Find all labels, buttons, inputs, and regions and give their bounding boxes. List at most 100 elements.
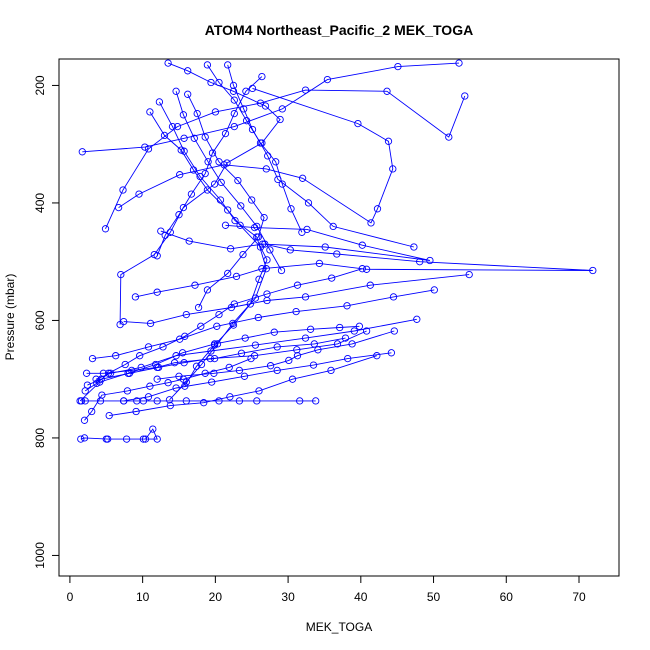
data-point	[119, 186, 127, 194]
data-point	[229, 87, 238, 95]
series-25	[153, 327, 398, 383]
data-point	[230, 96, 238, 104]
data-point	[194, 303, 203, 312]
data-point	[254, 233, 262, 241]
data-point	[203, 286, 212, 294]
series-1	[77, 425, 161, 443]
data-point	[190, 134, 198, 142]
data-point	[445, 133, 453, 141]
data-point	[358, 265, 366, 273]
series-18	[203, 61, 306, 236]
data-point	[465, 270, 473, 279]
data-point	[255, 275, 263, 283]
data-point	[236, 221, 244, 229]
data-point	[225, 363, 233, 372]
data-point	[263, 256, 271, 264]
data-point	[246, 300, 254, 308]
data-point	[389, 165, 397, 173]
series-line	[160, 224, 430, 261]
data-point	[160, 131, 169, 140]
series-line	[86, 337, 346, 374]
data-point	[226, 245, 235, 253]
data-point	[192, 362, 201, 370]
series-line	[80, 428, 158, 440]
x-tick-label: 30	[281, 590, 295, 604]
data-point	[333, 250, 341, 258]
data-point	[153, 435, 161, 443]
data-point	[153, 375, 161, 383]
data-point	[341, 334, 350, 342]
data-point	[122, 435, 131, 443]
data-point	[461, 92, 469, 100]
series-line	[149, 111, 268, 387]
data-point	[266, 362, 275, 370]
data-point	[296, 397, 304, 405]
data-point	[333, 340, 342, 348]
data-point	[175, 211, 183, 219]
data-point	[76, 397, 84, 405]
data-point	[266, 246, 274, 254]
data-point	[413, 315, 421, 323]
data-point	[166, 401, 174, 410]
data-point	[354, 119, 362, 128]
data-point	[155, 98, 164, 106]
data-point	[157, 227, 165, 235]
data-point	[254, 313, 262, 322]
series-line	[159, 101, 267, 401]
data-point	[164, 379, 172, 387]
data-point	[153, 397, 161, 405]
data-point	[226, 393, 234, 401]
series-23	[105, 352, 381, 420]
series-line	[123, 352, 392, 402]
data-point	[132, 407, 140, 416]
data-point	[208, 149, 217, 157]
data-point	[242, 87, 250, 95]
data-point	[293, 352, 302, 360]
data-point	[221, 221, 230, 229]
data-point	[139, 435, 148, 443]
series-line	[109, 355, 377, 417]
data-point	[200, 399, 208, 407]
data-point	[170, 359, 179, 367]
data-point	[367, 219, 375, 227]
series-line	[87, 330, 367, 386]
data-point	[168, 122, 177, 131]
data-point	[201, 133, 209, 141]
x-axis-label: MEK_TOGA	[306, 620, 372, 634]
data-point	[304, 199, 313, 207]
y-tick-label: 600	[33, 310, 47, 330]
y-tick-label: 200	[33, 75, 47, 95]
series-7	[120, 270, 473, 328]
series-16	[184, 90, 268, 312]
data-point	[184, 90, 192, 98]
data-point	[173, 122, 182, 131]
data-point	[77, 435, 85, 443]
data-point	[278, 105, 286, 113]
series-line	[227, 64, 415, 248]
data-point	[223, 159, 231, 167]
data-point	[128, 366, 136, 375]
series-line	[135, 243, 593, 298]
series-line	[123, 274, 470, 324]
series-line	[156, 76, 263, 256]
data-point	[201, 169, 209, 178]
data-point	[256, 139, 265, 147]
data-point	[285, 356, 293, 365]
data-point	[146, 319, 155, 328]
data-point	[348, 340, 356, 348]
data-point	[394, 62, 402, 71]
series-6	[88, 286, 438, 363]
data-point	[256, 243, 265, 251]
data-point	[272, 158, 280, 166]
data-point	[159, 343, 167, 351]
data-point	[328, 274, 336, 282]
data-point	[172, 384, 180, 392]
data-point	[98, 391, 106, 399]
data-point	[426, 256, 434, 265]
data-point	[213, 322, 221, 330]
data-point	[135, 190, 143, 198]
series-24	[82, 334, 350, 377]
data-point	[112, 352, 120, 360]
data-point	[362, 327, 371, 335]
